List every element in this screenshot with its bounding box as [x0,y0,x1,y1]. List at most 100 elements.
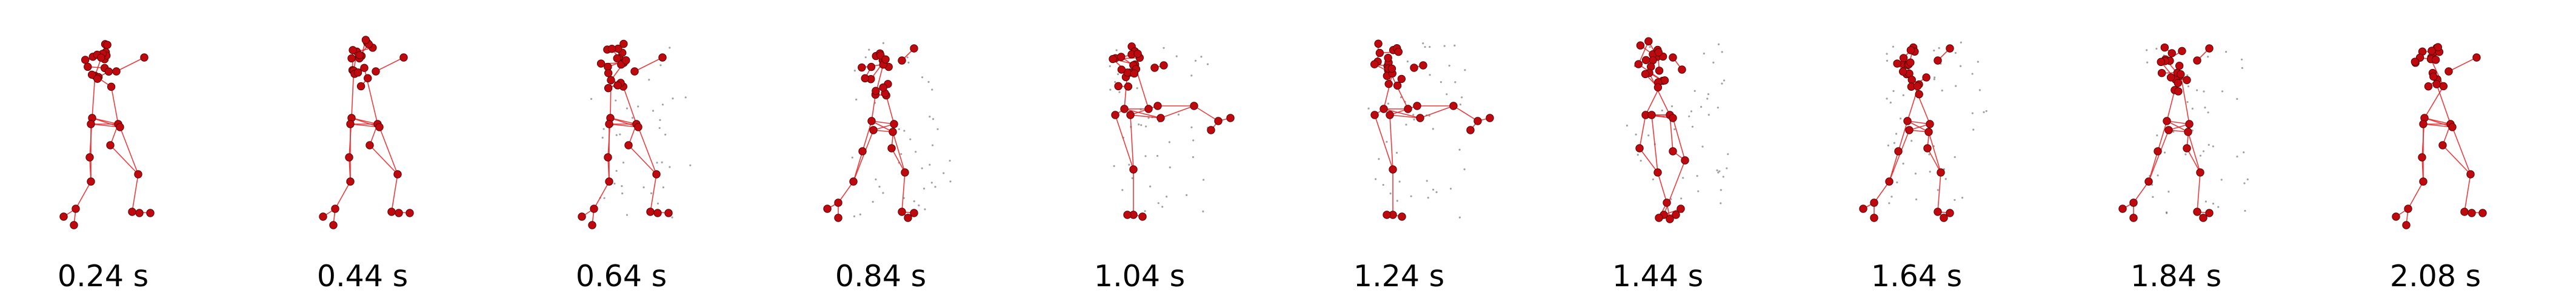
skeleton-joint [364,74,372,82]
trail-dot [1886,60,1888,62]
skeleton-joint [608,45,615,52]
trail-dot [656,162,658,163]
trail-dot [1716,169,1718,171]
skeleton-joint [98,54,105,61]
frame-time-label: 1.44 s [1567,258,1749,295]
skeleton-joint [2130,214,2137,221]
trail-dot [662,103,664,105]
skeleton-joint [890,120,898,128]
trail-dot [1166,195,1167,197]
trail-dot [2241,67,2243,69]
trail-dot [907,62,909,64]
skeleton-joint [1371,111,1378,119]
frame-time-label: 0.64 s [530,258,712,295]
trail-dot [943,172,944,174]
skeleton-bone [1658,172,1667,203]
trail-dot [1432,189,1434,191]
trail-dot [1117,73,1119,75]
skeleton-joint [2433,80,2440,88]
trail-dot [652,110,654,112]
skeleton-bone [76,182,91,209]
skeleton-joint [1380,105,1387,113]
trail-dot [1960,42,1962,44]
trail-dot [1138,123,1140,125]
skeleton-joint [2445,68,2452,75]
skeleton-bone [886,96,894,124]
skeleton-joint [2154,148,2161,155]
trail-dot [662,186,664,188]
skeleton-joint [1900,54,1907,62]
trail-dot [626,214,628,216]
skeleton-joint [2194,208,2201,215]
skeleton-joint [1923,74,1930,81]
trail-dot [872,201,874,203]
trail-dot [1697,175,1698,177]
trail-dot [854,70,856,71]
trail-dot [1955,52,1957,54]
trail-dot [1941,90,1943,91]
skeleton-joint [858,64,866,71]
trail-dot [1671,105,1673,107]
trail-dot [2217,206,2219,208]
skeleton-joint [901,169,909,176]
trail-dot [1717,171,1719,173]
skeleton-joint [2473,54,2480,61]
skeleton-joint [2175,88,2182,95]
skeleton-joint [868,117,875,125]
trail-dot [1459,217,1461,218]
skeleton-joint [606,178,613,185]
skeleton-joint [2177,71,2184,78]
trail-dot [921,167,923,169]
trail-dot [2212,203,2214,205]
trail-dot [2146,62,2148,64]
trail-dot [669,166,670,168]
trail-dot [2172,131,2174,133]
skeleton-bone [1889,151,1898,182]
trail-dot [1972,112,1974,114]
skeleton-joint [2168,50,2175,57]
trail-dot [1444,45,1446,47]
skeleton-joint [859,148,866,155]
trail-dot [1721,51,1723,53]
skeleton-joint [850,178,857,185]
trail-dot [626,108,628,110]
trail-dot [2221,90,2223,92]
trail-dot [1149,186,1151,188]
trail-dot [1890,195,1892,197]
skeleton-joint [1467,126,1474,134]
trail-dot [1163,47,1164,49]
skeleton-bone [2443,145,2471,174]
skeleton-joint [2424,83,2432,90]
skeleton-joint [1654,84,1661,91]
skeleton-bone [594,182,609,209]
trail-dot [1435,191,1437,193]
skeleton-joint [357,82,364,90]
trail-dot [1903,163,1904,165]
motion-trail-7 [1626,44,1729,213]
skeleton-joint [835,214,842,221]
trail-dot [1977,61,1979,63]
trail-dot [1960,65,1961,67]
trail-dot [1708,114,1710,116]
skeleton-bone [1889,130,1909,182]
trail-dot [671,217,673,218]
skeleton-joint [2430,73,2437,80]
trail-dot [1726,167,1727,169]
trail-dot [2157,174,2158,176]
trail-dot [1692,126,1693,128]
skeleton-joint [2428,47,2435,54]
trail-dot [1986,110,1987,112]
skeleton-joint [1645,38,1652,45]
trail-dot [1464,168,1466,170]
trail-dot [1186,194,1187,196]
skeleton-joint [1907,47,1914,54]
trail-dot [2205,200,2207,202]
skeleton-joint [2420,120,2427,128]
trail-dot [924,208,926,210]
trail-dot [931,89,933,91]
trail-dot [1158,202,1160,204]
skeleton-joint [607,76,615,84]
trail-dot [931,182,933,183]
trail-dot [1886,97,1887,99]
